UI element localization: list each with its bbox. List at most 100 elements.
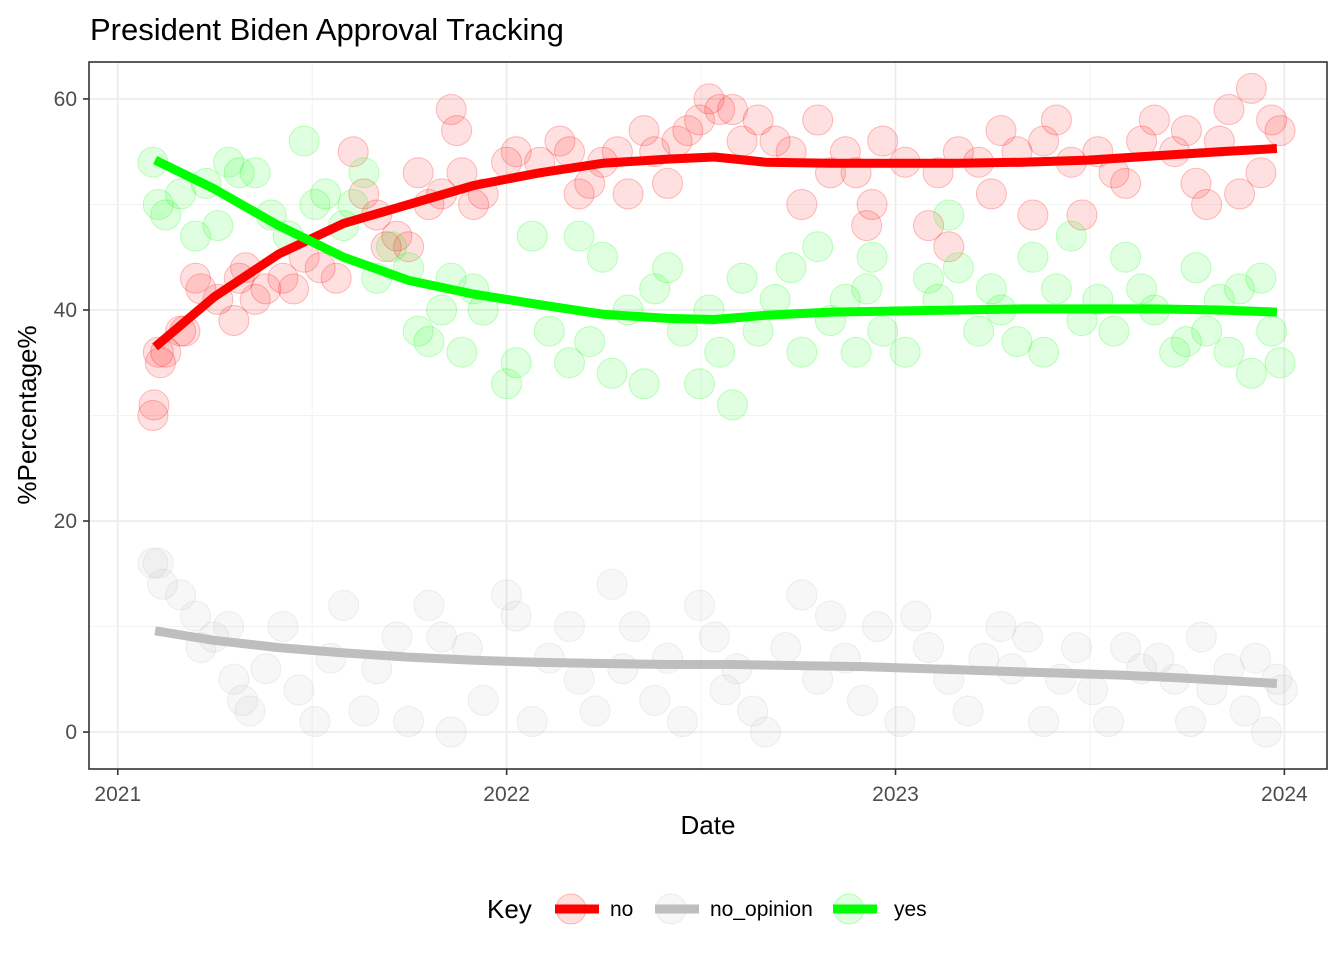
trend-line-no xyxy=(152,144,1278,351)
point-no xyxy=(851,210,883,242)
point-no xyxy=(402,157,434,189)
point-no_opinion xyxy=(554,611,585,642)
point-no xyxy=(717,94,748,125)
point-no_opinion xyxy=(1093,706,1125,737)
point-no_opinion xyxy=(1028,706,1060,737)
point-yes xyxy=(142,189,174,220)
point-no xyxy=(1191,189,1223,220)
point-yes xyxy=(889,336,921,368)
point-no xyxy=(142,336,174,368)
point-yes xyxy=(1001,326,1033,358)
point-yes xyxy=(402,315,434,347)
legend-label-no_opinion: no_opinion xyxy=(710,898,813,921)
plot-border xyxy=(88,61,1328,770)
point-yes xyxy=(310,178,341,210)
point-yes xyxy=(202,210,234,242)
point-no_opinion xyxy=(250,653,282,685)
point-no_opinion xyxy=(165,579,197,611)
point-yes xyxy=(288,125,320,157)
point-yes xyxy=(491,368,523,400)
point-no_opinion xyxy=(900,600,932,632)
point-no_opinion xyxy=(639,684,671,716)
point-yes xyxy=(1191,315,1223,347)
point-yes xyxy=(554,347,585,379)
point-no xyxy=(704,94,736,125)
point-yes xyxy=(533,315,565,347)
point-yes xyxy=(628,368,660,400)
point-no_opinion xyxy=(180,600,211,632)
point-no xyxy=(1040,104,1072,136)
point-no xyxy=(742,104,774,136)
point-no_opinion xyxy=(435,716,467,748)
point-no xyxy=(278,273,310,305)
point-yes xyxy=(726,262,758,294)
point-no xyxy=(381,220,413,252)
point-yes xyxy=(975,273,1007,305)
legend-title: Key xyxy=(487,894,532,924)
point-no_opinion xyxy=(137,547,169,579)
point-no xyxy=(1213,94,1245,125)
point-yes xyxy=(180,220,211,252)
point-yes xyxy=(1180,252,1212,284)
x-axis-title: Date xyxy=(681,810,736,840)
point-yes xyxy=(1028,336,1060,368)
point-no_opinion xyxy=(563,663,595,695)
point-yes xyxy=(851,273,883,305)
grid-lines xyxy=(89,62,1327,769)
point-no xyxy=(786,189,818,220)
point-no_opinion xyxy=(283,674,315,706)
point-no xyxy=(652,167,683,199)
point-no xyxy=(500,136,532,168)
point-no_opinion xyxy=(328,589,360,621)
legend-label-yes: yes xyxy=(894,898,927,921)
point-yes xyxy=(652,252,683,284)
point-no xyxy=(612,178,644,210)
point-no xyxy=(933,231,965,263)
point-no_opinion xyxy=(684,589,715,621)
point-no_opinion xyxy=(467,684,499,716)
point-yes xyxy=(1055,220,1087,252)
point-yes xyxy=(348,157,380,189)
point-no xyxy=(1017,199,1049,231)
point-yes xyxy=(446,336,478,368)
point-yes xyxy=(856,241,888,273)
point-no_opinion xyxy=(913,632,944,664)
point-yes xyxy=(596,357,628,389)
point-no_opinion xyxy=(1061,632,1093,664)
point-no xyxy=(1138,104,1170,136)
point-yes xyxy=(1245,262,1277,294)
point-yes xyxy=(165,178,197,210)
point-yes xyxy=(717,389,748,421)
point-yes xyxy=(587,241,618,273)
point-no xyxy=(856,189,888,220)
point-yes xyxy=(786,336,818,368)
point-yes xyxy=(239,157,271,189)
point-no xyxy=(348,178,380,210)
point-no_opinion xyxy=(786,579,818,611)
point-no_opinion xyxy=(1077,674,1109,706)
y-axis: 0 20 40 60 xyxy=(54,88,89,744)
point-no_opinion xyxy=(218,663,250,695)
point-no_opinion xyxy=(596,568,628,600)
point-yes xyxy=(574,326,606,358)
point-no xyxy=(218,305,250,336)
point-no xyxy=(1224,178,1256,210)
point-yes xyxy=(563,220,595,252)
point-yes xyxy=(1017,241,1049,273)
point-no_opinion xyxy=(952,695,984,727)
point-yes xyxy=(840,336,872,368)
point-no_opinion xyxy=(1110,632,1142,664)
x-tick-label: 2023 xyxy=(872,783,919,806)
point-no_opinion xyxy=(516,706,548,737)
point-yes xyxy=(913,262,944,294)
point-no xyxy=(985,115,1017,147)
point-no_opinion xyxy=(413,589,445,621)
point-no_opinion xyxy=(1250,716,1282,748)
point-no xyxy=(304,252,336,284)
y-tick-label: 0 xyxy=(65,721,77,744)
point-yes xyxy=(1224,273,1256,305)
point-no xyxy=(138,389,170,421)
x-tick-label: 2021 xyxy=(94,783,141,806)
point-no_opinion xyxy=(607,653,639,685)
